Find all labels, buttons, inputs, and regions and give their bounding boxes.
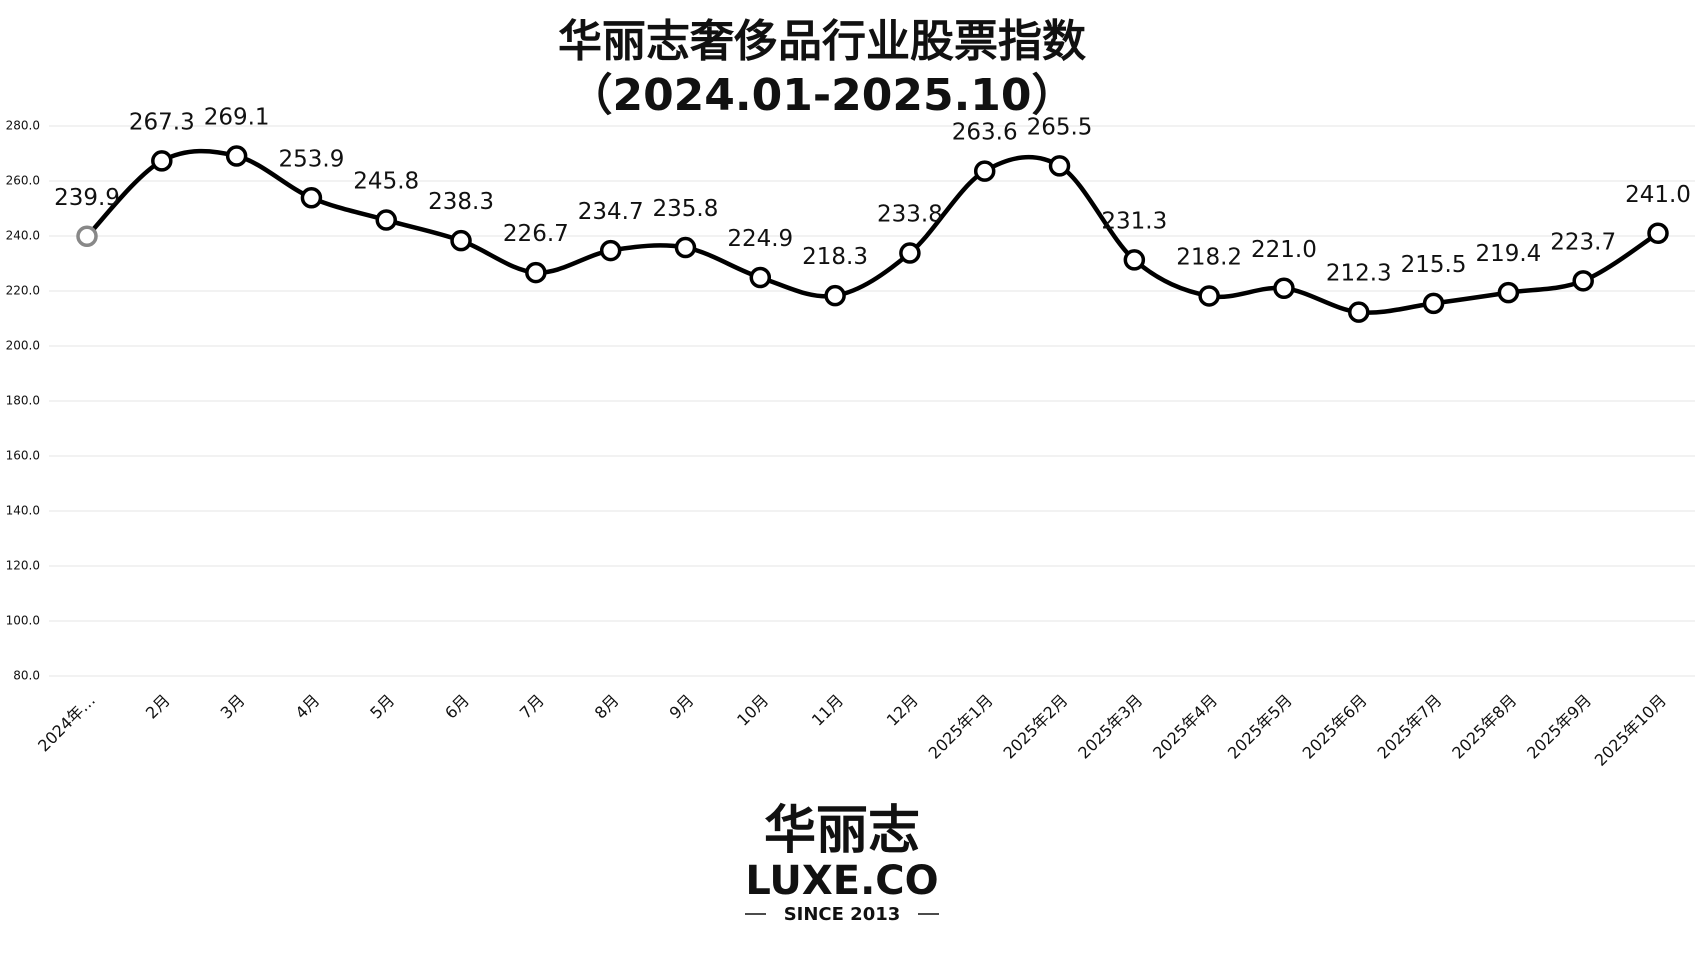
marker xyxy=(1123,249,1146,271)
marker xyxy=(525,261,547,284)
data-label: 238.3 xyxy=(428,189,494,215)
data-label: 241.0 xyxy=(1625,182,1691,208)
data-label: 226.7 xyxy=(503,221,569,247)
data-label: 265.5 xyxy=(1027,114,1093,140)
x-tick-label: 2025年4月 xyxy=(1149,691,1221,763)
x-tick-label: 3月 xyxy=(217,691,249,723)
marker xyxy=(151,150,173,172)
x-tick-label: 2025年5月 xyxy=(1224,691,1296,763)
x-tick-label: 10月 xyxy=(733,691,772,730)
x-tick-label: 5月 xyxy=(366,691,398,723)
data-label: 221.0 xyxy=(1251,237,1317,263)
y-tick-label: 260.0 xyxy=(6,174,40,188)
x-tick-label: 2025年9月 xyxy=(1523,691,1595,763)
chart-title: 华丽志奢侈品行业股票指数 xyxy=(558,16,1086,67)
x-tick-label: 11月 xyxy=(808,691,847,730)
marker xyxy=(749,266,772,289)
data-label: 269.1 xyxy=(204,104,270,130)
x-tick-label: 2月 xyxy=(142,691,174,723)
data-label: 223.7 xyxy=(1550,229,1616,255)
marker xyxy=(1198,285,1220,307)
marker xyxy=(674,236,697,259)
marker xyxy=(973,160,996,182)
y-tick-label: 220.0 xyxy=(6,284,40,298)
data-label: 231.3 xyxy=(1101,208,1167,234)
data-label: 219.4 xyxy=(1475,241,1541,267)
y-tick-label: 80.0 xyxy=(13,669,40,683)
marker xyxy=(450,229,472,252)
x-tick-label: 2025年1月 xyxy=(925,691,997,763)
x-tick-label: 7月 xyxy=(516,691,548,723)
marker xyxy=(1273,277,1295,299)
x-tick-label: 12月 xyxy=(883,691,922,730)
data-label: 239.9 xyxy=(54,185,120,211)
line xyxy=(85,148,1660,315)
x-tick-label: 6月 xyxy=(441,691,473,723)
logo-since: SINCE 2013 xyxy=(784,904,901,925)
x-tick-label: 2025年2月 xyxy=(999,691,1071,763)
logo-name: 华丽志 xyxy=(764,801,920,861)
x-tick-label: 2024年… xyxy=(34,691,99,756)
marker xyxy=(1647,222,1669,244)
marker xyxy=(899,242,921,264)
marker xyxy=(76,225,98,248)
x-tick-label: 2025年3月 xyxy=(1074,691,1146,763)
logo-brand: LUXE.CO xyxy=(745,858,938,904)
y-tick-label: 100.0 xyxy=(6,614,40,628)
y-tick-label: 200.0 xyxy=(6,339,40,353)
y-tick-label: 240.0 xyxy=(6,229,40,243)
data-label: 234.7 xyxy=(578,199,644,225)
x-tick-label: 8月 xyxy=(591,691,623,723)
chart-subtitle: （2024.01-2025.10） xyxy=(568,70,1075,121)
marker xyxy=(225,145,248,167)
data-label: 218.2 xyxy=(1176,244,1242,270)
data-label: 215.5 xyxy=(1401,252,1467,278)
data-label: 224.9 xyxy=(727,226,793,252)
y-tick-label: 140.0 xyxy=(6,504,40,518)
marker xyxy=(824,284,846,307)
data-label: 253.9 xyxy=(278,146,344,172)
marker xyxy=(1048,155,1071,177)
x-tick-label: 2025年6月 xyxy=(1299,691,1371,763)
marker xyxy=(375,209,397,231)
data-label: 212.3 xyxy=(1326,261,1392,287)
x-tick-label: 9月 xyxy=(666,691,698,723)
x-tick-label: 4月 xyxy=(291,691,323,723)
marker xyxy=(599,239,622,262)
marker xyxy=(300,187,323,209)
data-label: 245.8 xyxy=(353,169,419,195)
marker xyxy=(1572,270,1594,292)
y-tick-label: 180.0 xyxy=(6,394,40,408)
data-label: 218.3 xyxy=(802,244,868,270)
y-tick-label: 120.0 xyxy=(6,559,40,573)
marker xyxy=(1348,301,1370,323)
y-tick-label: 280.0 xyxy=(6,119,40,133)
x-tick-label: 2025年8月 xyxy=(1448,691,1520,763)
data-label: 233.8 xyxy=(877,202,943,228)
data-label: 267.3 xyxy=(129,109,195,135)
marker xyxy=(1422,292,1445,315)
marker xyxy=(1497,281,1520,304)
x-tick-label: 2025年7月 xyxy=(1374,691,1446,763)
logo: 华丽志 LUXE.CO SINCE 2013 xyxy=(745,801,939,925)
y-tick-label: 160.0 xyxy=(6,449,40,463)
data-label: 263.6 xyxy=(952,120,1018,146)
x-tick-label: 2025年10月 xyxy=(1591,691,1670,770)
data-label: 235.8 xyxy=(653,196,719,222)
